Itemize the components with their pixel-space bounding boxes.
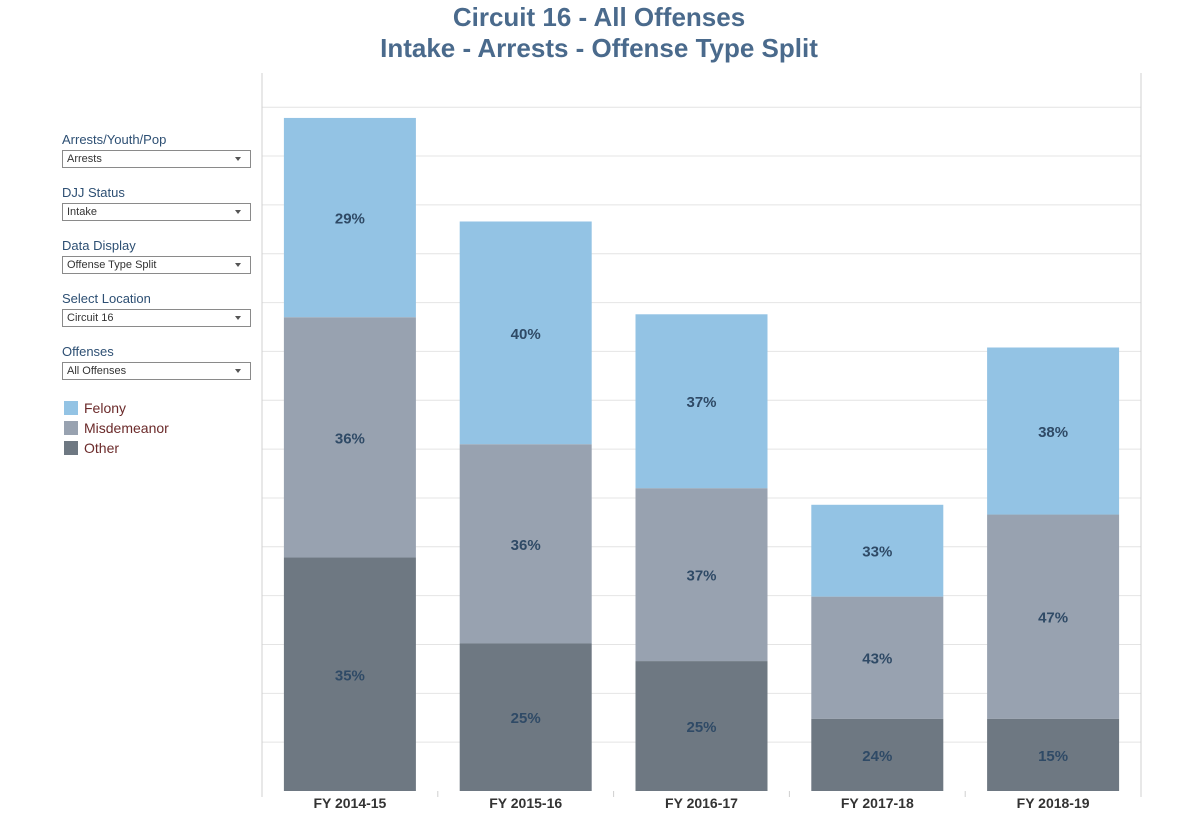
data-label-misdemeanor: 36% [511, 537, 541, 554]
data-display-dropdown[interactable]: Offense Type Split [62, 256, 251, 274]
filter-arrests-youth-pop: Arrests/Youth/Pop Arrests [62, 131, 252, 168]
data-label-felony: 40% [511, 326, 541, 343]
x-tick-label: FY 2016-17 [665, 795, 738, 811]
offenses-dropdown[interactable]: All Offenses [62, 362, 251, 380]
data-label-misdemeanor: 37% [686, 568, 716, 585]
bar-segment-other [987, 718, 1120, 791]
bar-segment-other [811, 718, 944, 791]
filter-label: Data Display [62, 238, 136, 253]
filter-label: Select Location [62, 291, 151, 306]
legend-label: Felony [84, 400, 127, 416]
chevron-down-icon [235, 210, 241, 214]
filter-select-location: Select Location Circuit 16 [62, 290, 252, 327]
legend-label: Misdemeanor [84, 420, 169, 436]
djj-status-dropdown[interactable]: Intake [62, 203, 251, 221]
data-label-other: 25% [686, 719, 716, 736]
filter-data-display: Data Display Offense Type Split [62, 237, 252, 274]
select-location-dropdown[interactable]: Circuit 16 [62, 309, 251, 327]
bar-segment-misdemeanor [987, 514, 1120, 719]
filter-label: Arrests/Youth/Pop [62, 132, 167, 147]
legend-item-other[interactable]: Other [64, 438, 169, 458]
data-label-misdemeanor: 43% [862, 651, 892, 668]
dropdown-value: All Offenses [67, 365, 127, 377]
bar-segment-other [635, 661, 768, 791]
legend-item-misdemeanor[interactable]: Misdemeanor [64, 418, 169, 438]
legend-label: Other [84, 440, 120, 456]
legend-item-felony[interactable]: Felony [64, 398, 169, 418]
bar-segment-misdemeanor [635, 488, 768, 662]
x-tick-label: FY 2017-18 [841, 795, 914, 811]
legend-swatch [64, 421, 78, 435]
legend: Felony Misdemeanor Other [64, 398, 169, 458]
x-tick-label: FY 2015-16 [489, 795, 562, 811]
dropdown-value: Circuit 16 [67, 312, 114, 324]
bar-segment-misdemeanor [811, 596, 944, 719]
bar-segment-other [283, 557, 416, 791]
bar-segment-felony [283, 117, 416, 318]
legend-swatch [64, 401, 78, 415]
dropdown-value: Intake [67, 206, 97, 218]
bar-segment-felony [635, 314, 768, 489]
bar-segment-misdemeanor [283, 317, 416, 558]
x-tick-label: FY 2018-19 [1017, 795, 1090, 811]
data-label-felony: 37% [686, 394, 716, 411]
data-label-other: 15% [1038, 748, 1068, 765]
dropdown-value: Arrests [67, 153, 102, 165]
bar-segment-felony [811, 504, 944, 597]
filter-offenses: Offenses All Offenses [62, 343, 252, 380]
data-label-felony: 38% [1038, 424, 1068, 441]
filter-djj-status: DJJ Status Intake [62, 184, 252, 221]
data-label-other: 35% [335, 667, 365, 684]
bar-segment-felony [459, 221, 592, 445]
chart-title-line-2: Intake - Arrests - Offense Type Split [380, 33, 818, 63]
data-label-felony: 33% [862, 544, 892, 561]
data-label-felony: 29% [335, 211, 365, 228]
bar-segment-other [459, 643, 592, 791]
arrests-youth-pop-dropdown[interactable]: Arrests [62, 150, 251, 168]
x-tick-label: FY 2014-15 [313, 795, 386, 811]
bar-segment-misdemeanor [459, 444, 592, 644]
legend-swatch [64, 441, 78, 455]
chevron-down-icon [235, 157, 241, 161]
chart-title-line-1: Circuit 16 - All Offenses [452, 2, 746, 32]
chevron-down-icon [235, 316, 241, 320]
data-label-misdemeanor: 36% [335, 430, 365, 447]
chevron-down-icon [235, 369, 241, 373]
dropdown-value: Offense Type Split [67, 259, 157, 271]
data-label-other: 25% [511, 710, 541, 727]
data-label-misdemeanor: 47% [1038, 610, 1068, 627]
filter-label: Offenses [62, 344, 114, 359]
bar-segment-felony [987, 347, 1120, 515]
data-label-other: 24% [862, 748, 892, 765]
filter-label: DJJ Status [62, 185, 125, 200]
chevron-down-icon [235, 263, 241, 267]
